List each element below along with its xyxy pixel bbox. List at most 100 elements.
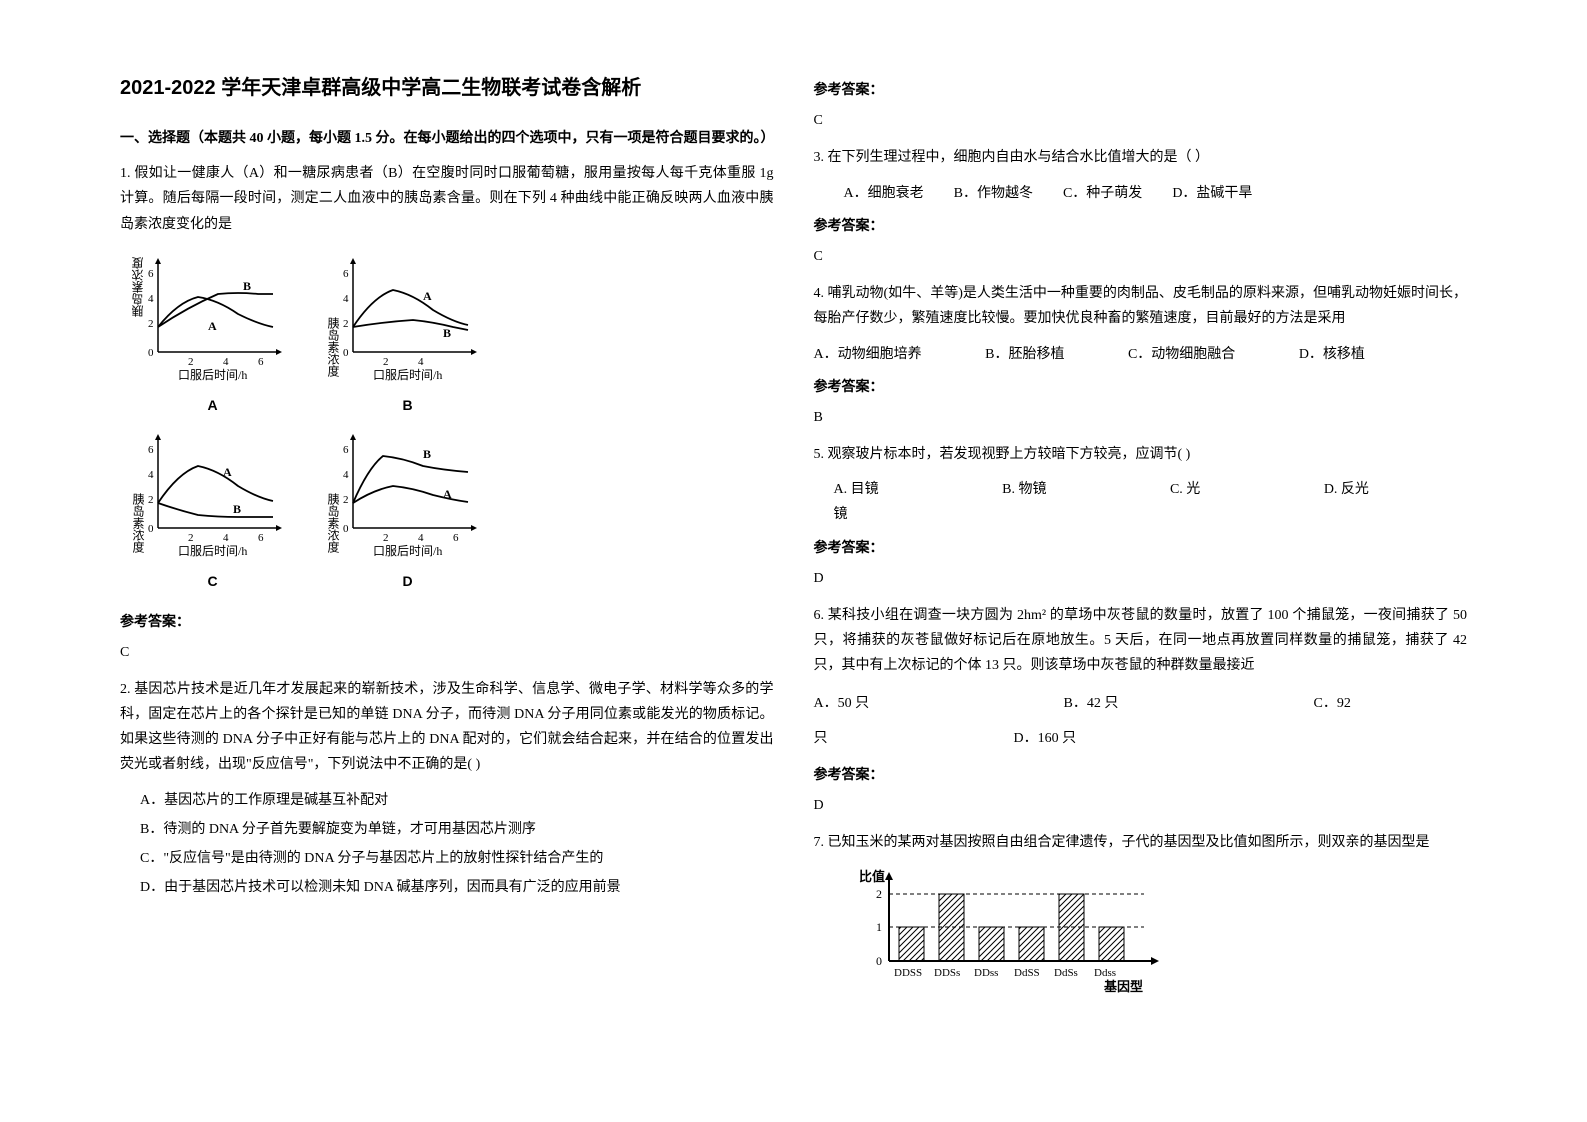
q6-option-a: A．50 只 (814, 691, 1064, 716)
q7-bar-chart: 比值 0 1 2 DDSS DDSs DDss DdSS DdSs Ddss 基… (854, 866, 1174, 996)
q2-options: A．基因芯片的工作原理是碱基互补配对 B．待测的 DNA 分子首先要解旋变为单链… (120, 788, 774, 901)
svg-text:口服后时间/h: 口服后时间/h (178, 544, 247, 558)
svg-text:0: 0 (148, 347, 154, 359)
svg-text:0: 0 (343, 347, 349, 359)
q5-option-c: C. 光 (1170, 482, 1200, 497)
svg-text:比值: 比值 (859, 869, 885, 884)
q6-answer-label: 参考答案： (814, 763, 1468, 788)
q4-option-d: D．核移植 (1299, 347, 1365, 362)
svg-text:2: 2 (343, 318, 349, 330)
svg-text:2: 2 (383, 532, 389, 544)
svg-text:B: B (233, 502, 241, 516)
chart-c-label: C (120, 569, 305, 594)
q2-option-c: C．"反应信号"是由待测的 DNA 分子与基因芯片上的放射性探针结合产生的 (140, 846, 774, 871)
svg-text:4: 4 (148, 293, 154, 305)
q4-option-a: A．动物细胞培养 (814, 347, 922, 362)
svg-text:B: B (423, 447, 431, 461)
chart-b-wrapper: 胰岛素浓度 0 2 4 6 2 4 A B 口服后时间/h B (315, 252, 500, 418)
svg-text:口服后时间/h: 口服后时间/h (373, 368, 442, 382)
svg-text:1: 1 (876, 920, 882, 934)
svg-text:A: A (423, 289, 432, 303)
svg-text:Ddss: Ddss (1094, 967, 1116, 979)
q2-answer-label: 参考答案： (814, 78, 1468, 103)
q6-option-c-part1: C．92 (1314, 691, 1351, 716)
svg-text:A: A (208, 319, 217, 333)
question-7: 7. 已知玉米的某两对基因按照自由组合定律遗传，子代的基因型及比值如图所示，则双… (814, 830, 1468, 855)
svg-text:胰岛素浓度: 胰岛素浓度 (326, 316, 340, 376)
svg-text:胰岛素浓度: 胰岛素浓度 (131, 257, 145, 317)
q3-option-d: D．盐碱干旱 (1172, 181, 1252, 206)
q6-options: A．50 只 B．42 只 C．92 只 D．160 只 (814, 691, 1468, 751)
q5-option-a: A. 目镜 (834, 482, 879, 497)
chart-a-label: A (120, 393, 305, 418)
svg-text:2: 2 (188, 356, 194, 368)
left-column: 2021-2022 学年天津卓群高级中学高二生物联考试卷含解析 一、选择题（本题… (100, 70, 794, 1072)
svg-text:0: 0 (876, 954, 882, 968)
svg-text:DdSS: DdSS (1014, 967, 1040, 979)
svg-text:4: 4 (418, 356, 424, 368)
chart-c-wrapper: 胰岛素浓度 0 2 4 6 2 4 6 A B 口服后时间/h C (120, 428, 305, 594)
q3-option-c: C．种子萌发 (1063, 181, 1142, 206)
chart-d: 胰岛素浓度 0 2 4 6 2 4 6 A B 口服后时间/h (323, 428, 493, 558)
right-column: 参考答案： C 3. 在下列生理过程中，细胞内自由水与结合水比值增大的是（ ） … (794, 70, 1488, 1072)
svg-text:DdSs: DdSs (1054, 967, 1078, 979)
svg-text:口服后时间/h: 口服后时间/h (178, 368, 247, 382)
q3-option-b: B．作物越冬 (954, 181, 1033, 206)
q5-answer-label: 参考答案： (814, 536, 1468, 561)
svg-text:4: 4 (223, 356, 229, 368)
question-3: 3. 在下列生理过程中，细胞内自由水与结合水比值增大的是（ ） (814, 145, 1468, 170)
q4-options: A．动物细胞培养 B．胚胎移植 C．动物细胞融合 D．核移植 (814, 342, 1468, 367)
q6-answer: D (814, 793, 1468, 818)
svg-text:DDss: DDss (974, 967, 998, 979)
page-title: 2021-2022 学年天津卓群高级中学高二生物联考试卷含解析 (120, 70, 774, 106)
svg-text:基因型: 基因型 (1103, 979, 1143, 994)
svg-text:6: 6 (453, 532, 459, 544)
question-2: 2. 基因芯片技术是近几年才发展起来的崭新技术，涉及生命科学、信息学、微电子学、… (120, 677, 774, 778)
chart-a-wrapper: 胰岛素浓度 0 2 4 6 2 4 6 A B 口服后时间/h A (120, 252, 305, 418)
svg-text:A: A (223, 465, 232, 479)
svg-text:口服后时间/h: 口服后时间/h (373, 544, 442, 558)
q4-option-b: B．胚胎移植 (985, 347, 1064, 362)
q5-option-b: B. 物镜 (1002, 482, 1046, 497)
svg-text:DDSS: DDSS (894, 967, 922, 979)
chart-d-wrapper: 胰岛素浓度 0 2 4 6 2 4 6 A B 口服后时间/h D (315, 428, 500, 594)
question-5: 5. 观察玻片标本时，若发现视野上方较暗下方较亮，应调节( ) (814, 442, 1468, 467)
svg-text:2: 2 (188, 532, 194, 544)
section-header: 一、选择题（本题共 40 小题，每小题 1.5 分。在每小题给出的四个选项中，只… (120, 126, 774, 151)
svg-text:2: 2 (148, 318, 154, 330)
svg-text:胰岛素浓度: 胰岛素浓度 (131, 493, 145, 553)
svg-text:2: 2 (383, 356, 389, 368)
svg-text:6: 6 (148, 268, 154, 280)
q3-option-a: A．细胞衰老 (844, 181, 924, 206)
question-4: 4. 哺乳动物(如牛、羊等)是人类生活中一种重要的肉制品、皮毛制品的原料来源，但… (814, 281, 1468, 331)
svg-text:DDSs: DDSs (934, 967, 960, 979)
q1-answer-label: 参考答案： (120, 610, 774, 635)
chart-b-label: B (315, 393, 500, 418)
q5-answer: D (814, 566, 1468, 591)
q6-option-b: B．42 只 (1064, 691, 1314, 716)
q2-option-a: A．基因芯片的工作原理是碱基互补配对 (140, 788, 774, 813)
question-6: 6. 某科技小组在调查一块方圆为 2hm² 的草场中灰苍鼠的数量时，放置了 10… (814, 603, 1468, 679)
svg-text:2: 2 (343, 494, 349, 506)
svg-text:4: 4 (418, 532, 424, 544)
q2-option-b: B．待测的 DNA 分子首先要解旋变为单链，才可用基因芯片测序 (140, 817, 774, 842)
svg-text:0: 0 (148, 523, 154, 535)
svg-text:0: 0 (343, 523, 349, 535)
chart-b: 胰岛素浓度 0 2 4 6 2 4 A B 口服后时间/h (323, 252, 493, 382)
q3-options: A．细胞衰老 B．作物越冬 C．种子萌发 D．盐碱干旱 (814, 181, 1468, 206)
q2-answer: C (814, 108, 1468, 133)
svg-text:B: B (243, 279, 251, 293)
chart-d-label: D (315, 569, 500, 594)
q3-answer-label: 参考答案： (814, 214, 1468, 239)
svg-text:4: 4 (343, 293, 349, 305)
svg-text:6: 6 (148, 444, 154, 456)
svg-text:6: 6 (258, 532, 264, 544)
svg-text:6: 6 (258, 356, 264, 368)
q5-options: A. 目镜 B. 物镜 C. 光 D. 反光镜 (814, 477, 1468, 527)
q1-answer: C (120, 640, 774, 665)
svg-text:6: 6 (343, 268, 349, 280)
q1-charts: 胰岛素浓度 0 2 4 6 2 4 6 A B 口服后时间/h A (120, 252, 500, 595)
svg-text:4: 4 (223, 532, 229, 544)
q2-option-d: D．由于基因芯片技术可以检测未知 DNA 碱基序列，因而具有广泛的应用前景 (140, 875, 774, 900)
q4-answer: B (814, 405, 1468, 430)
